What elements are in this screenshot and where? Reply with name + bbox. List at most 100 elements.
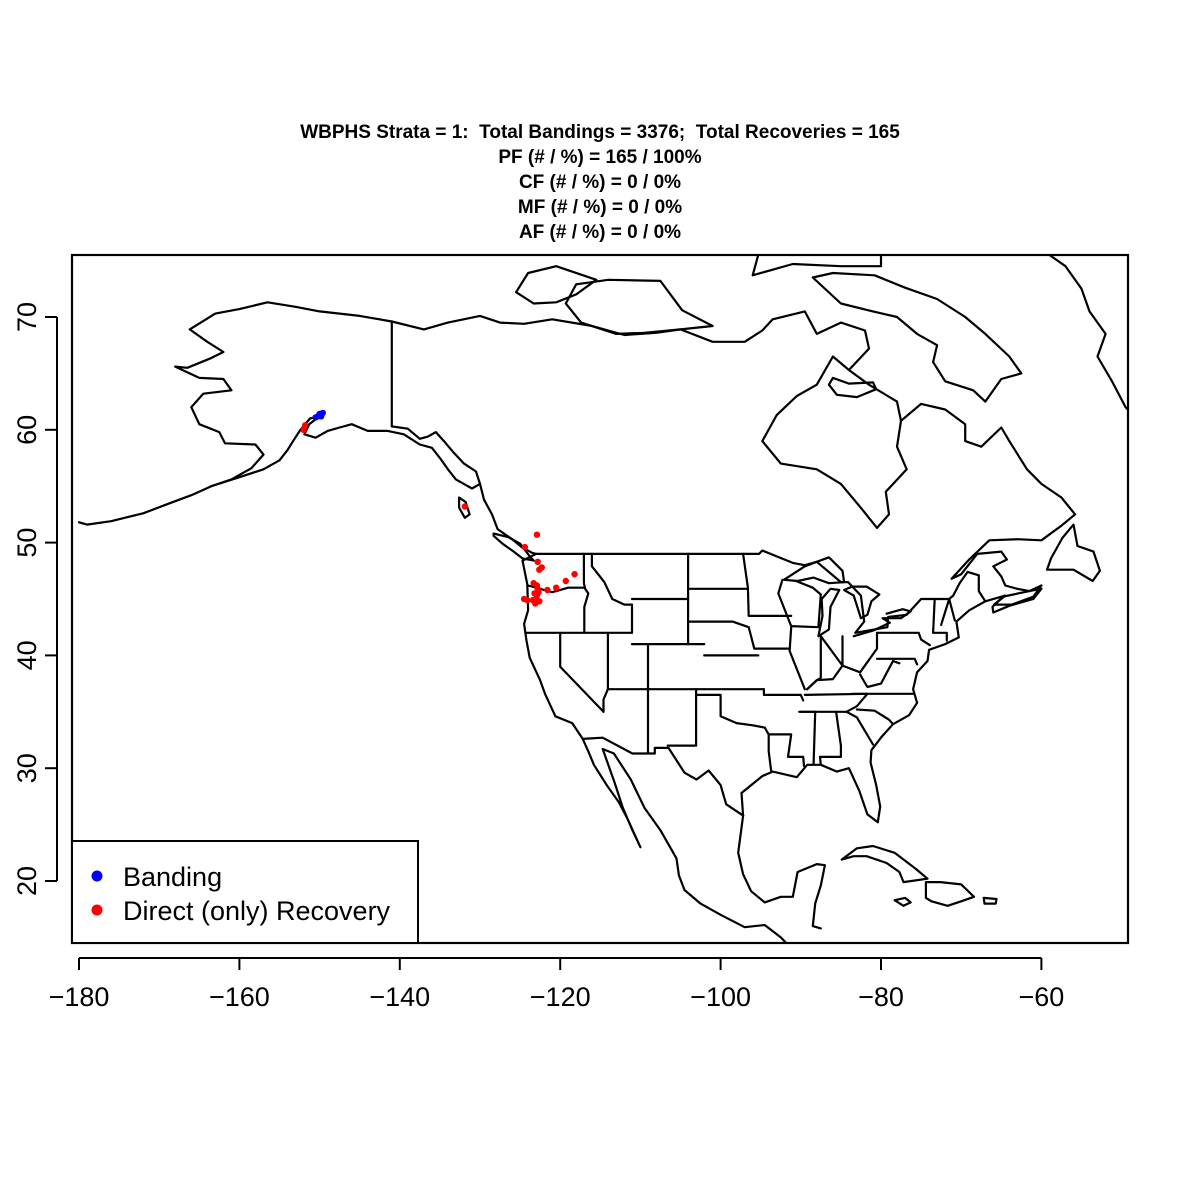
- us-canada-border: [535, 549, 987, 634]
- y-tick-label: 30: [12, 753, 42, 783]
- state-ar-la: [763, 726, 806, 767]
- aleutians: [77, 485, 213, 526]
- x-tick-label: −100: [690, 982, 751, 1012]
- jamaica: [893, 896, 912, 907]
- state-tx-ok: [695, 693, 766, 729]
- plot-frame: [70, 253, 1130, 945]
- x-tick-label: −60: [1018, 982, 1064, 1012]
- hudson-bay: [761, 355, 908, 529]
- puerto-rico: [982, 896, 998, 905]
- state-or-id-wa: [582, 552, 590, 634]
- y-tick-label: 20: [12, 866, 42, 896]
- recovery-point: [553, 584, 560, 591]
- basemap-outlines: [77, 255, 1128, 943]
- recovery-point: [300, 426, 307, 433]
- y-tick-label: 50: [12, 528, 42, 558]
- recovery-point: [562, 577, 569, 585]
- state-pa-ny: [875, 631, 931, 647]
- recovery-point: [534, 585, 541, 592]
- victoria-island: [564, 278, 714, 335]
- y-tick-label: 70: [12, 302, 42, 332]
- canada-north-coast: [390, 310, 871, 372]
- x-tick-label: −160: [209, 982, 270, 1012]
- state-ga-sc-nc: [845, 710, 875, 746]
- x-tick-label: −80: [858, 982, 904, 1012]
- us-west-coast: [521, 552, 584, 740]
- title-line-4: MF (# / %) = 0 / 0%: [517, 197, 683, 218]
- title-line-5: AF (# / %) = 0 / 0%: [518, 222, 682, 243]
- x-tick-label: −180: [49, 982, 110, 1012]
- recovery-point: [461, 503, 468, 510]
- state-vt-nh-me: [940, 597, 956, 626]
- y-tick-label: 60: [12, 415, 42, 445]
- baffin-island: [811, 271, 1023, 403]
- panhandle-coast: [390, 425, 482, 485]
- points-layer: [300, 409, 578, 607]
- state-ia-mo: [747, 626, 791, 650]
- greenland: [1047, 255, 1128, 412]
- cuba: [840, 844, 929, 884]
- haida-gwaii: [458, 496, 471, 519]
- state-nc-sc: [855, 708, 895, 726]
- legend-label-banding: Banding: [123, 862, 222, 892]
- recovery-point: [530, 580, 537, 587]
- recovery-point: [532, 600, 539, 607]
- state-ky-oh-wv: [806, 631, 879, 691]
- recovery-point: [544, 586, 551, 594]
- legend-marker-recovery: [91, 904, 103, 916]
- us-mexico-border: [581, 736, 745, 817]
- state-nv-ut-az: [602, 631, 609, 713]
- state-il-ia: [788, 626, 806, 691]
- recovery-point: [533, 531, 541, 538]
- state-mo-ar: [762, 688, 805, 702]
- legend: Banding Direct (only) Recovery: [71, 840, 419, 944]
- recovery-point: [534, 558, 541, 565]
- labrador-quebec-coast: [899, 402, 1077, 593]
- banding-point: [316, 410, 323, 418]
- bc-coast: [478, 482, 538, 555]
- x-axis: −180 −160 −140 −120 −100 −80 −60: [49, 957, 1064, 1012]
- great-lakes-erie-ontario: [852, 608, 912, 638]
- x-tick-label: −140: [369, 982, 430, 1012]
- state-nm-tx: [666, 688, 698, 747]
- state-ca-nv: [559, 631, 605, 713]
- legend-marker-banding: [91, 870, 103, 882]
- state-oh-in-il: [806, 635, 844, 691]
- state-tn-nc-ga: [799, 692, 869, 713]
- y-tick-label: 40: [12, 640, 42, 670]
- great-lakes-michigan: [817, 587, 841, 638]
- recovery-point: [520, 595, 528, 603]
- state-sd-ne: [687, 620, 750, 629]
- ellesmere-devon: [751, 255, 883, 277]
- gulf-coast: [740, 584, 1043, 824]
- banks-island: [515, 265, 598, 305]
- baja-mexico-coast: [581, 737, 788, 943]
- state-new-england: [932, 597, 948, 642]
- state-pa-md: [875, 657, 919, 666]
- state-al-ga-fl: [818, 710, 842, 766]
- plot-title: WBPHS Strata = 1: Total Bandings = 3376;…: [0, 120, 1200, 245]
- recovery-point: [521, 543, 529, 551]
- state-la-tx: [767, 733, 773, 772]
- y-axis: 20 30 40 50 60 70: [12, 302, 58, 896]
- southampton-island: [827, 376, 878, 399]
- hispaniola: [924, 881, 976, 907]
- legend-box: [71, 840, 419, 944]
- great-lakes-huron: [843, 585, 881, 620]
- mexico-gulf: [737, 814, 826, 930]
- title-line-3: CF (# / %) = 0 / 0%: [518, 172, 682, 193]
- recovery-point: [571, 571, 578, 578]
- state-wv-va: [859, 659, 901, 689]
- title-line-2: PF (# / %) = 165 / 100%: [498, 147, 702, 168]
- state-wi-mi: [777, 578, 822, 629]
- nova-scotia: [991, 587, 1043, 614]
- title-line-1: WBPHS Strata = 1: Total Bandings = 3376;…: [300, 122, 900, 143]
- state-mn-west: [742, 552, 793, 617]
- newfoundland: [1045, 523, 1101, 583]
- great-lakes-superior: [782, 556, 846, 585]
- x-tick-label: −120: [530, 982, 591, 1012]
- state-id-mt-wy: [590, 552, 634, 634]
- legend-label-recovery: Direct (only) Recovery: [123, 896, 391, 926]
- vancouver-island: [492, 532, 535, 562]
